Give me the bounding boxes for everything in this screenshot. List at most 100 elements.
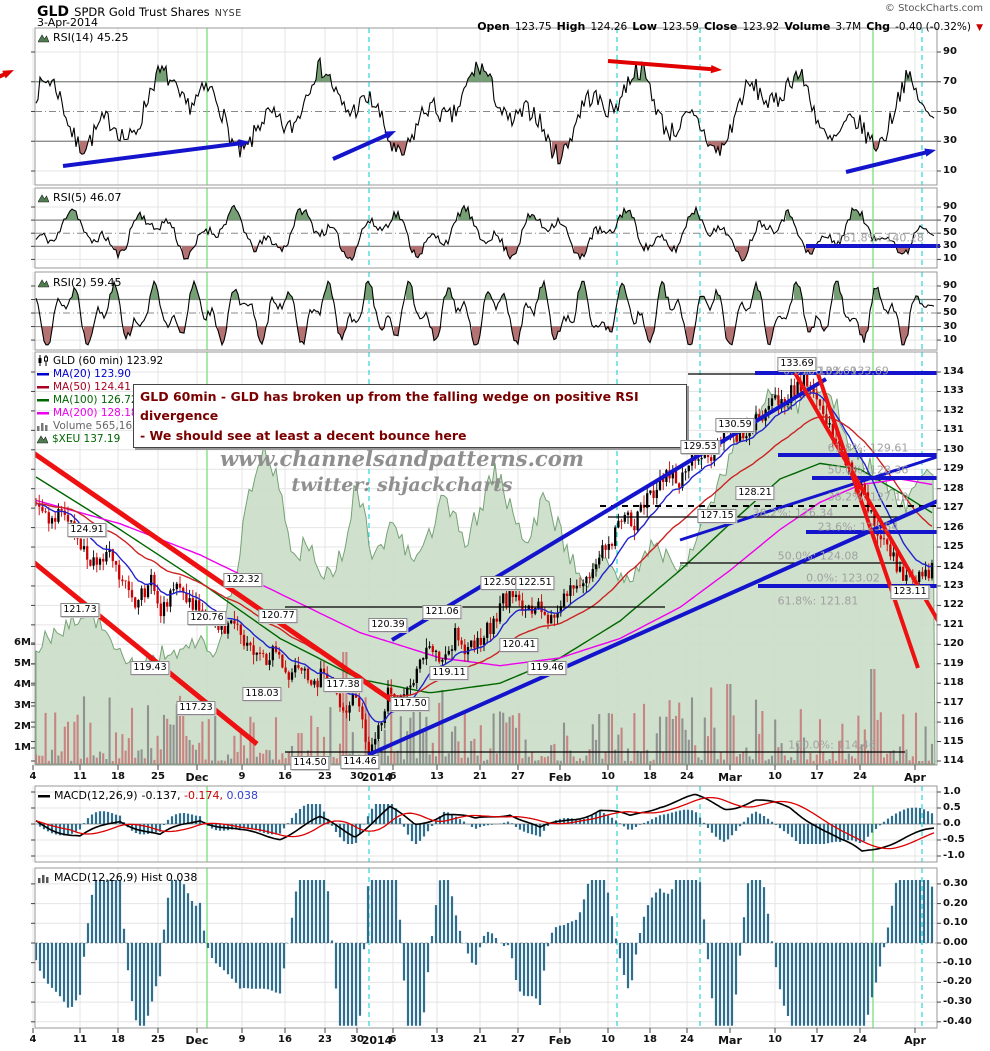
y-axis-tick-label: 10 [943,165,957,176]
y-axis-tick-label: 128 [943,482,964,494]
y-axis-tick-label: 116 [943,716,964,728]
y-axis-tick-label: 0.10 [943,917,968,929]
y-axis-tick-label: 30 [943,135,957,147]
x-axis-label: 11 [73,771,87,782]
y-axis-tick-label: 115 [943,735,964,747]
y-axis-tick-label: 121 [943,618,964,630]
legend-entry-label: GLD (60 min) 123.92 [53,354,164,367]
price-callout: 122.51 [515,576,555,590]
x-axis-label: 27 [511,771,525,782]
price-callout: 130.59 [715,418,755,432]
fibonacci-label: 50.0%: 128.36 [827,463,909,477]
y-axis-tick-label: 0.20 [943,897,968,909]
y-axis-tick-label: 30 [943,240,957,252]
legend-entry: MA(100) 126.72 [37,393,163,406]
y-axis-tick-label: 114 [943,755,964,766]
x-axis-label: 2014 [361,1034,393,1047]
down-arrow-icon: ▼ [976,23,983,33]
line-icon [37,409,49,417]
legend-entry: MA(20) 123.90 [37,367,163,380]
y-axis-tick-label: 127 [943,502,964,514]
y-axis-tick-label: 126 [943,521,964,533]
x-axis-label: 23 [318,771,332,782]
y-axis-tick-label: 70 [943,75,957,87]
x-axis-label: 10 [768,1034,782,1045]
price-callout: 120.76 [187,611,227,625]
x-axis-label: 30 [350,771,364,782]
security-name: SPDR Gold Trust Shares [74,5,210,19]
legend-entry-label: MA(200) 128.18 [53,406,138,419]
ticker-symbol: GLD [37,4,70,20]
y-axis-tick-label: 125 [943,541,964,553]
price-callout: 133.69 [777,357,817,371]
chart-header: GLD SPDR Gold Trust Shares NYSE [37,1,242,20]
y-axis-tick-label: 133 [943,385,964,397]
rsi5-legend: RSI(5) 46.07 [38,191,121,204]
price-callout: 114.50 [290,756,330,770]
quote-line: Open 123.75 High 124.26 Low 123.59 Close… [477,15,983,34]
chg-value: -0.40 (-0.32%) [895,21,971,33]
x-axis-label: 6 [389,771,397,782]
y-axis-tick-label: 90 [943,201,957,212]
area-chart-icon [37,434,48,444]
high-label: High [556,20,586,33]
x-axis-label: 18 [643,771,657,782]
macd-hist-legend: MACD(12,26,9) Hist 0.038 [38,871,197,884]
x-axis-label: 17 [810,1034,824,1045]
fibonacci-label: 61.8%: 121.81 [777,594,859,608]
watermark-line1: www.channelsandpatterns.com [220,446,584,471]
histogram-icon [38,873,50,883]
macd-legend: MACD(12,26,9) -0.137, -0.174, 0.038 [38,789,258,802]
legend-entry: GLD (60 min) 123.92 [37,354,163,367]
area-chart-icon [38,278,49,288]
main-chart-legend: GLD (60 min) 123.92 MA(20) 123.90 MA(50) 1… [37,354,163,445]
fibonacci-label: 100.0%: 114.46 [788,738,876,752]
x-axis-label: Mar [718,771,742,784]
x-axis-label: 9 [238,771,246,782]
y-axis-tick-label: 131 [943,424,964,436]
macd-value: 0.038 [222,789,258,802]
histogram-icon [37,421,49,431]
y-axis-tick-label: -0.20 [943,976,972,988]
price-callout: 117.23 [176,701,216,715]
price-callout: 124.91 [67,523,107,537]
y-axis-tick-label: 122 [943,599,964,611]
x-axis-label: 4 [29,1034,37,1045]
open-value: 123.75 [514,21,552,33]
price-callout: 128.21 [735,486,775,500]
y-axis-tick-label: 1.0 [943,786,961,797]
y-axis-tick-label: 10 [943,334,957,346]
legend-entry: MA(50) 124.41 [37,380,163,393]
price-callout: 114.46 [340,755,380,769]
y-axis-tick-label: -0.5 [943,834,965,845]
x-axis-label: Apr [904,1034,926,1047]
y-axis-tick-label: 0.0 [943,818,961,829]
price-callout: 117.50 [390,697,430,711]
x-axis-label: 11 [73,1034,87,1045]
legend-entry-label: MA(20) 123.90 [53,367,131,380]
macd-value: -0.137, [141,789,181,802]
close-value: 123.92 [742,21,780,33]
y-axis-tick-label: 0.00 [943,937,968,948]
price-callout: 118.03 [242,687,282,701]
annotation-line1: GLD 60min - GLD has broken up from the f… [140,389,639,424]
fibonacci-label: 0.0%: 123.02 [806,571,880,585]
high-value: 124.26 [590,21,628,33]
y-axis-tick-label: 10 [943,253,957,265]
annotation-line2: - We should see at least a decent bounce… [140,427,467,443]
x-axis-label: 21 [473,1034,487,1045]
x-axis-label: 21 [473,771,487,782]
x-axis-label: 17 [810,771,824,782]
volume-axis-label: 2M [14,721,31,732]
x-axis-label: 13 [430,1034,444,1045]
legend-entry-label: $XEU 137.19 [52,432,121,445]
volume-axis-label: 4M [14,679,31,690]
x-axis-label: 24 [680,771,694,782]
volume-axis-label: 1M [14,742,31,753]
y-axis-tick-label: 117 [943,696,964,708]
x-axis-label: 30 [350,1034,364,1045]
line-icon [37,370,49,378]
area-chart-icon [38,193,49,203]
legend-entry-label: MA(100) 126.72 [53,393,138,406]
